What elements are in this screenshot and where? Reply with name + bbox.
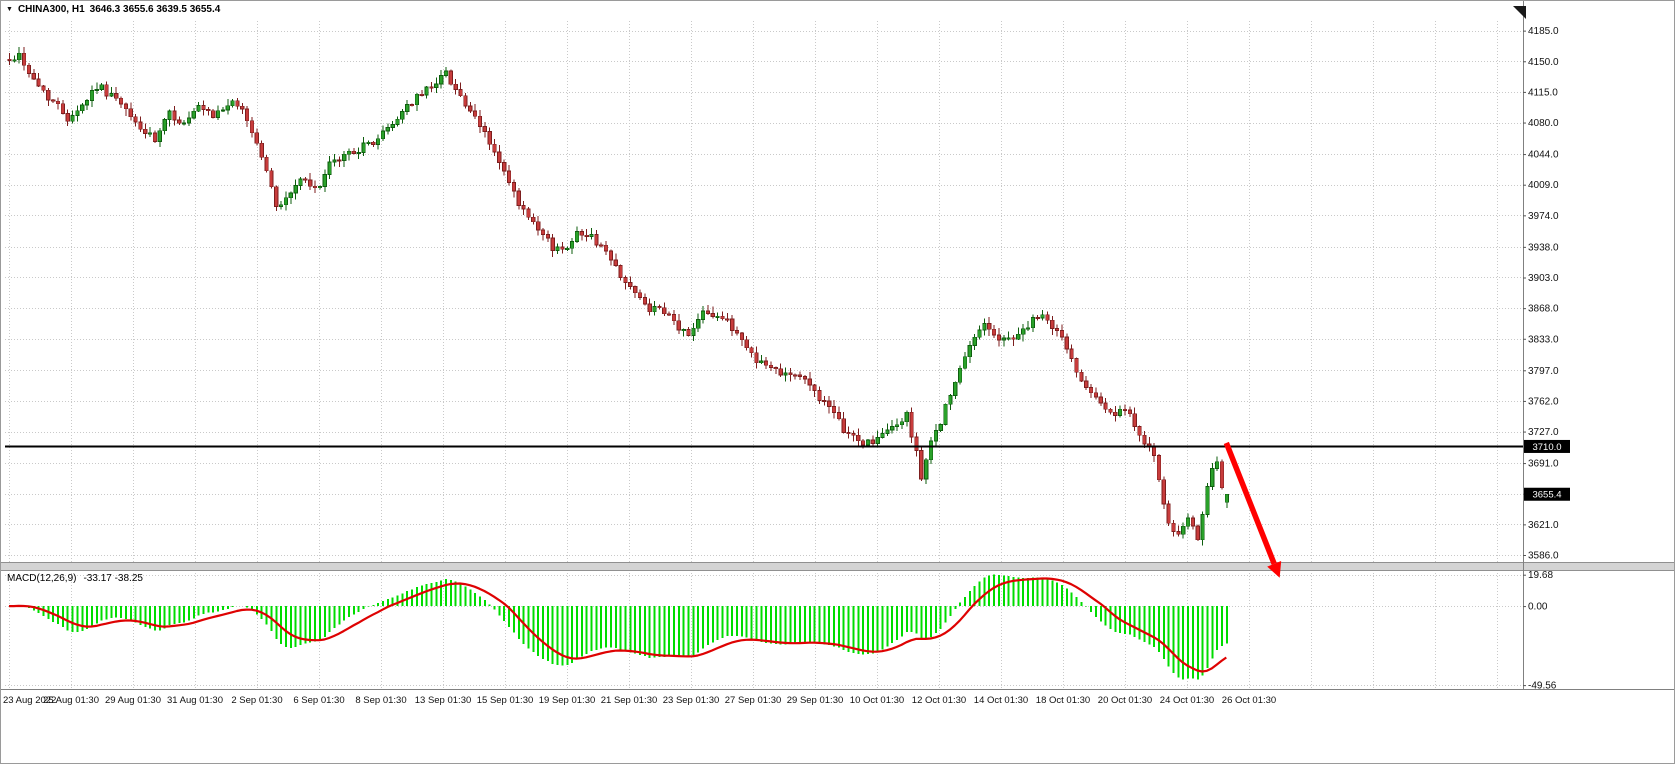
svg-text:20 Oct 01:30: 20 Oct 01:30 [1098,695,1152,706]
svg-text:14 Oct 01:30: 14 Oct 01:30 [974,695,1028,706]
svg-text:18 Oct 01:30: 18 Oct 01:30 [1036,695,1090,706]
svg-text:25 Aug 01:30: 25 Aug 01:30 [43,695,99,706]
svg-text:4150.0: 4150.0 [1528,57,1559,68]
svg-text:0.00: 0.00 [1528,602,1548,613]
svg-text:19.68: 19.68 [1528,570,1553,581]
svg-text:12 Oct 01:30: 12 Oct 01:30 [912,695,966,706]
chart-header: ▼ CHINA300, H1 3646.3 3655.6 3639.5 3655… [6,4,220,15]
svg-text:4080.0: 4080.0 [1528,118,1559,129]
trend-arrow-annotation[interactable] [1223,441,1282,578]
svg-text:6 Sep 01:30: 6 Sep 01:30 [293,695,344,706]
svg-text:4115.0: 4115.0 [1528,87,1558,98]
svg-text:4009.0: 4009.0 [1528,180,1559,191]
symbol-dropdown-icon[interactable]: ▼ [6,5,13,13]
panel-separator[interactable] [1,562,1675,571]
svg-text:3833.0: 3833.0 [1528,334,1559,345]
svg-text:3621.0: 3621.0 [1528,520,1559,531]
svg-text:27 Sep 01:30: 27 Sep 01:30 [725,695,782,706]
grid-layer [5,21,1523,689]
svg-text:2 Sep 01:30: 2 Sep 01:30 [231,695,282,706]
svg-text:31 Aug 01:30: 31 Aug 01:30 [167,695,223,706]
scale-marker-icon[interactable] [1513,6,1526,19]
svg-text:10 Oct 01:30: 10 Oct 01:30 [850,695,904,706]
indicator-name: MACD(12,26,9) [7,573,77,584]
svg-text:15 Sep 01:30: 15 Sep 01:30 [477,695,534,706]
svg-text:21 Sep 01:30: 21 Sep 01:30 [601,695,658,706]
svg-text:3938.0: 3938.0 [1528,242,1559,253]
svg-text:23 Aug 2022: 23 Aug 2022 [3,695,56,706]
svg-text:26 Oct 01:30: 26 Oct 01:30 [1222,695,1276,706]
svg-text:3762.0: 3762.0 [1528,396,1559,407]
svg-text:29 Aug 01:30: 29 Aug 01:30 [105,695,161,706]
svg-text:29 Sep 01:30: 29 Sep 01:30 [787,695,844,706]
svg-text:3974.0: 3974.0 [1528,211,1559,222]
hline-price-tag: 3710.0 [1524,439,1570,453]
svg-text:13 Sep 01:30: 13 Sep 01:30 [415,695,472,706]
indicator-axis[interactable]: 19.68 0.00 -49.56 [1523,570,1557,692]
svg-text:3691.0: 3691.0 [1528,459,1559,470]
indicator-values: -33.17 -38.25 [83,573,143,584]
svg-text:23 Sep 01:30: 23 Sep 01:30 [663,695,720,706]
ohlc-values-label: 3646.3 3655.6 3639.5 3655.4 [89,4,221,15]
current-price-tag: 3655.4 [1524,487,1570,501]
svg-text:3710.0: 3710.0 [1532,442,1561,453]
svg-text:19 Sep 01:30: 19 Sep 01:30 [539,695,596,706]
svg-text:3727.0: 3727.0 [1528,427,1559,438]
svg-text:-49.56: -49.56 [1528,681,1557,692]
symbol-timeframe-label: CHINA300, H1 [17,4,85,15]
candles-layer [7,46,1229,546]
indicator-label: MACD(12,26,9) -33.17 -38.25 [7,573,143,584]
svg-text:4185.0: 4185.0 [1528,26,1559,37]
svg-text:3586.0: 3586.0 [1528,550,1559,561]
svg-text:3797.0: 3797.0 [1528,366,1559,377]
macd-signal-line [9,577,1227,673]
svg-text:24 Oct 01:30: 24 Oct 01:30 [1160,695,1214,706]
svg-text:3655.4: 3655.4 [1532,490,1561,501]
svg-text:4044.0: 4044.0 [1528,150,1559,161]
svg-text:8 Sep 01:30: 8 Sep 01:30 [355,695,406,706]
svg-text:3868.0: 3868.0 [1528,304,1559,315]
svg-text:3903.0: 3903.0 [1528,273,1559,284]
macd-histogram [13,574,1228,680]
